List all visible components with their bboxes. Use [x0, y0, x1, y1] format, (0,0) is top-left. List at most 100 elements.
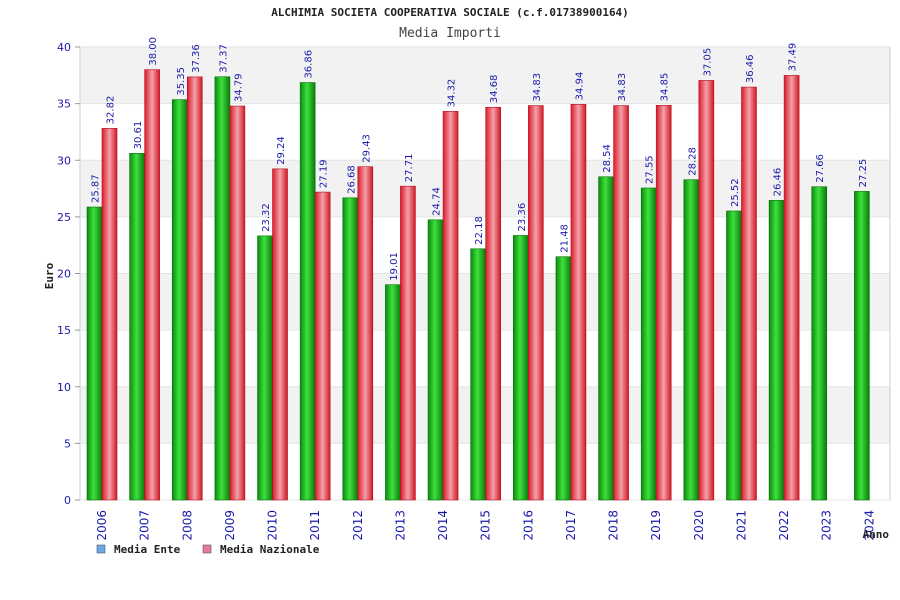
- value-label: 35.35: [176, 67, 187, 96]
- value-label: 37.36: [191, 44, 202, 73]
- bar-media-nazionale-2012: [357, 166, 374, 501]
- value-label: 19.01: [389, 252, 400, 281]
- bar-media-ente-2014: [427, 219, 444, 501]
- value-label: 34.32: [447, 79, 458, 108]
- y-tick-label: 35: [57, 98, 71, 111]
- value-label: 36.46: [745, 54, 756, 83]
- bar-media-ente-2021: [726, 210, 742, 501]
- value-label: 27.25: [858, 159, 869, 188]
- bar-media-ente-2006: [86, 206, 103, 501]
- y-tick-label: 20: [57, 268, 71, 281]
- x-axis-label: Anno: [863, 528, 890, 541]
- value-label: 28.28: [687, 147, 698, 176]
- y-tick-label: 25: [57, 211, 71, 224]
- bar-media-ente-2011: [299, 82, 316, 501]
- value-label: 30.61: [133, 121, 144, 150]
- value-label: 27.71: [404, 154, 415, 183]
- bar-media-nazionale-2009: [229, 105, 246, 501]
- legend-label-media-ente: Media Ente: [114, 543, 181, 556]
- bar-media-ente-2009: [214, 76, 231, 501]
- value-label: 23.32: [261, 203, 272, 232]
- bar-media-ente-2020: [683, 179, 700, 501]
- y-axis-ticks: 0 5 10 15 20 25 30 35 40: [57, 41, 80, 507]
- bar-media-nazionale-2008: [186, 76, 203, 501]
- bar-media-ente-2007: [129, 153, 145, 501]
- x-axis-ticks: 2006 2007 2008 2009 2010 2011 2012 2013 2014 2015…: [95, 510, 876, 541]
- value-label: 29.43: [361, 134, 372, 163]
- bar-media-nazionale-2020: [698, 80, 715, 501]
- chart-subtitle: Media Importi: [399, 26, 501, 41]
- x-tick-label: 2007: [138, 510, 152, 541]
- bar-media-nazionale-2015: [485, 106, 501, 501]
- value-label: 36.86: [304, 50, 315, 79]
- x-tick-label: 2018: [607, 510, 621, 541]
- value-label: 22.18: [474, 216, 485, 245]
- value-label: 28.54: [602, 144, 613, 173]
- x-tick-label: 2011: [308, 510, 322, 541]
- x-tick-label: 2015: [479, 510, 493, 541]
- y-tick-label: 40: [57, 41, 71, 54]
- bar-media-nazionale-2010: [272, 168, 288, 501]
- bar-media-ente-2012: [342, 197, 359, 501]
- legend-swatch-media-ente: [96, 544, 106, 554]
- value-label: 23.36: [517, 203, 528, 232]
- value-label: 27.19: [319, 159, 330, 188]
- bar-media-ente-2016: [513, 235, 529, 501]
- bar-media-nazionale-2021: [741, 86, 757, 501]
- x-tick-label: 2022: [777, 510, 791, 541]
- bar-media-nazionale-2019: [655, 105, 672, 501]
- value-label: 32.82: [106, 96, 117, 125]
- bar-media-nazionale-2014: [442, 111, 459, 501]
- legend: Media Ente Media Nazionale: [96, 543, 320, 556]
- value-label: 34.85: [660, 73, 671, 102]
- value-label: 26.68: [346, 165, 357, 194]
- value-label: 27.66: [815, 154, 826, 183]
- bar-media-ente-2022: [768, 200, 785, 501]
- bar-media-ente-2015: [470, 248, 486, 501]
- bar-media-ente-2017: [555, 256, 572, 501]
- x-tick-label: 2008: [180, 510, 194, 541]
- x-tick-label: 2012: [351, 510, 365, 541]
- x-tick-label: 2020: [692, 510, 706, 541]
- x-tick-label: 2023: [820, 510, 834, 541]
- bar-media-nazionale-2013: [400, 185, 416, 501]
- bar-media-nazionale-2017: [570, 104, 587, 501]
- x-tick-label: 2016: [521, 510, 535, 541]
- y-tick-label: 30: [57, 154, 71, 167]
- value-label: 34.79: [233, 73, 244, 102]
- bar-media-ente-2008: [171, 99, 188, 501]
- bar-media-nazionale-2018: [613, 105, 629, 501]
- y-axis-label: Euro: [43, 262, 56, 289]
- bar-media-ente-2024: [854, 191, 870, 501]
- y-tick-label: 10: [57, 381, 71, 394]
- bar-media-ente-2018: [598, 176, 614, 501]
- x-tick-label: 2013: [393, 510, 407, 541]
- bar-media-nazionale-2007: [144, 69, 160, 501]
- x-tick-label: 2019: [649, 510, 663, 541]
- bar-media-ente-2013: [385, 284, 401, 501]
- bar-media-nazionale-2006: [101, 128, 118, 501]
- value-label: 25.87: [91, 174, 102, 203]
- value-label: 26.46: [773, 168, 784, 197]
- value-label: 38.00: [148, 37, 159, 66]
- value-label: 37.05: [702, 48, 713, 77]
- value-label: 34.94: [574, 72, 585, 101]
- bar-media-nazionale-2022: [783, 75, 800, 501]
- value-label: 24.74: [432, 187, 443, 216]
- x-tick-label: 2017: [564, 510, 578, 541]
- x-tick-label: 2010: [266, 510, 280, 541]
- value-label: 25.52: [730, 178, 741, 207]
- chart-title: ALCHIMIA SOCIETA COOPERATIVA SOCIALE (c.…: [271, 6, 629, 19]
- value-labels: 25.87 32.82 30.61 38.00 35.35 37.36 37.37 34.79…: [91, 37, 869, 281]
- value-label: 27.55: [645, 155, 656, 184]
- legend-label-media-nazionale: Media Nazionale: [220, 543, 320, 556]
- x-tick-label: 2021: [734, 510, 748, 541]
- x-tick-label: 2014: [436, 510, 450, 541]
- value-label: 21.48: [559, 224, 570, 253]
- value-label: 37.49: [788, 43, 799, 72]
- bar-media-nazionale-2016: [528, 105, 544, 501]
- y-tick-label: 0: [64, 494, 71, 507]
- y-tick-label: 15: [57, 324, 71, 337]
- value-label: 34.68: [489, 75, 500, 104]
